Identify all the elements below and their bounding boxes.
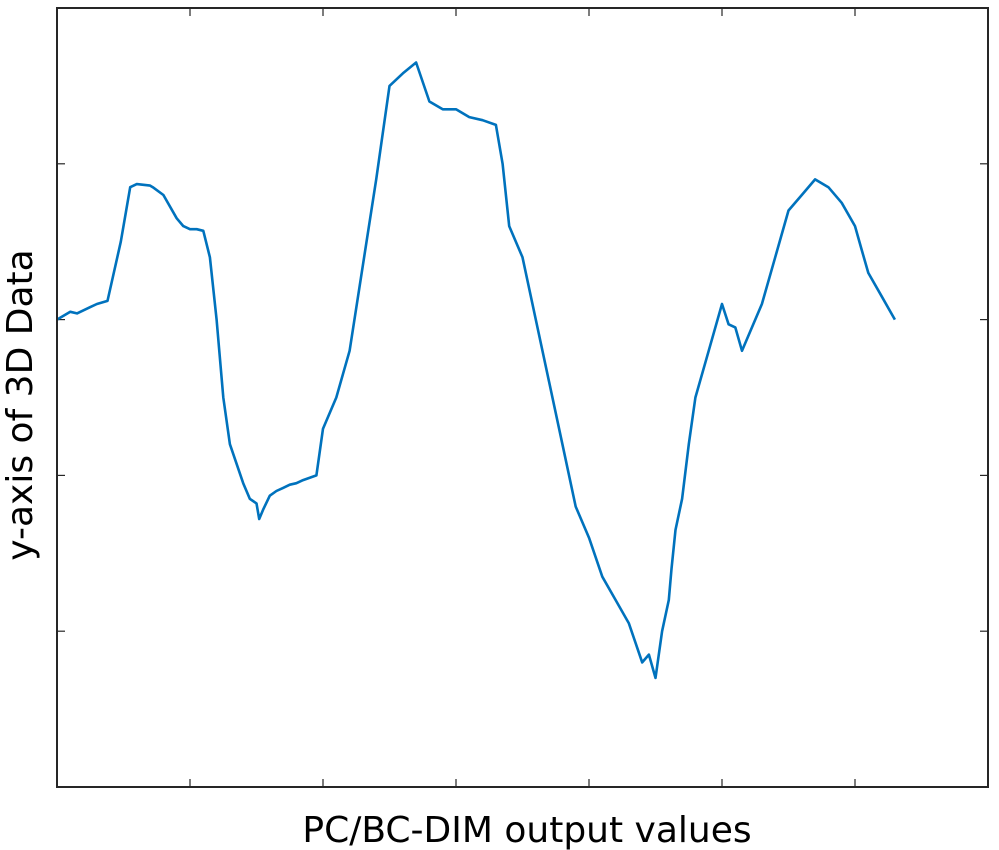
plot-background	[57, 8, 988, 787]
axis-ticks	[56, 8, 989, 787]
axes-frame	[56, 7, 989, 788]
data-series-line	[56, 61, 897, 680]
x-axis-label: PC/BC-DIM output values	[302, 810, 751, 850]
y-axis-label: y-axis of 3D Data	[0, 249, 41, 560]
